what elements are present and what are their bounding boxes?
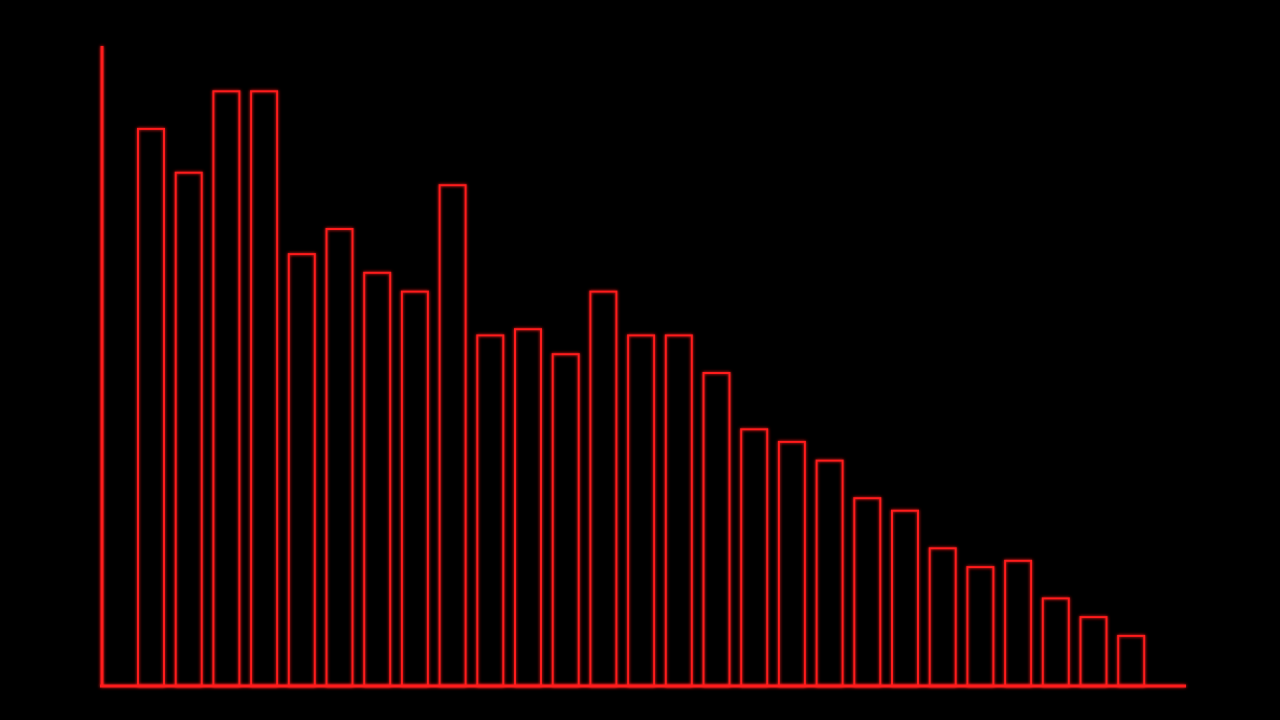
axes-layer bbox=[100, 46, 1186, 688]
